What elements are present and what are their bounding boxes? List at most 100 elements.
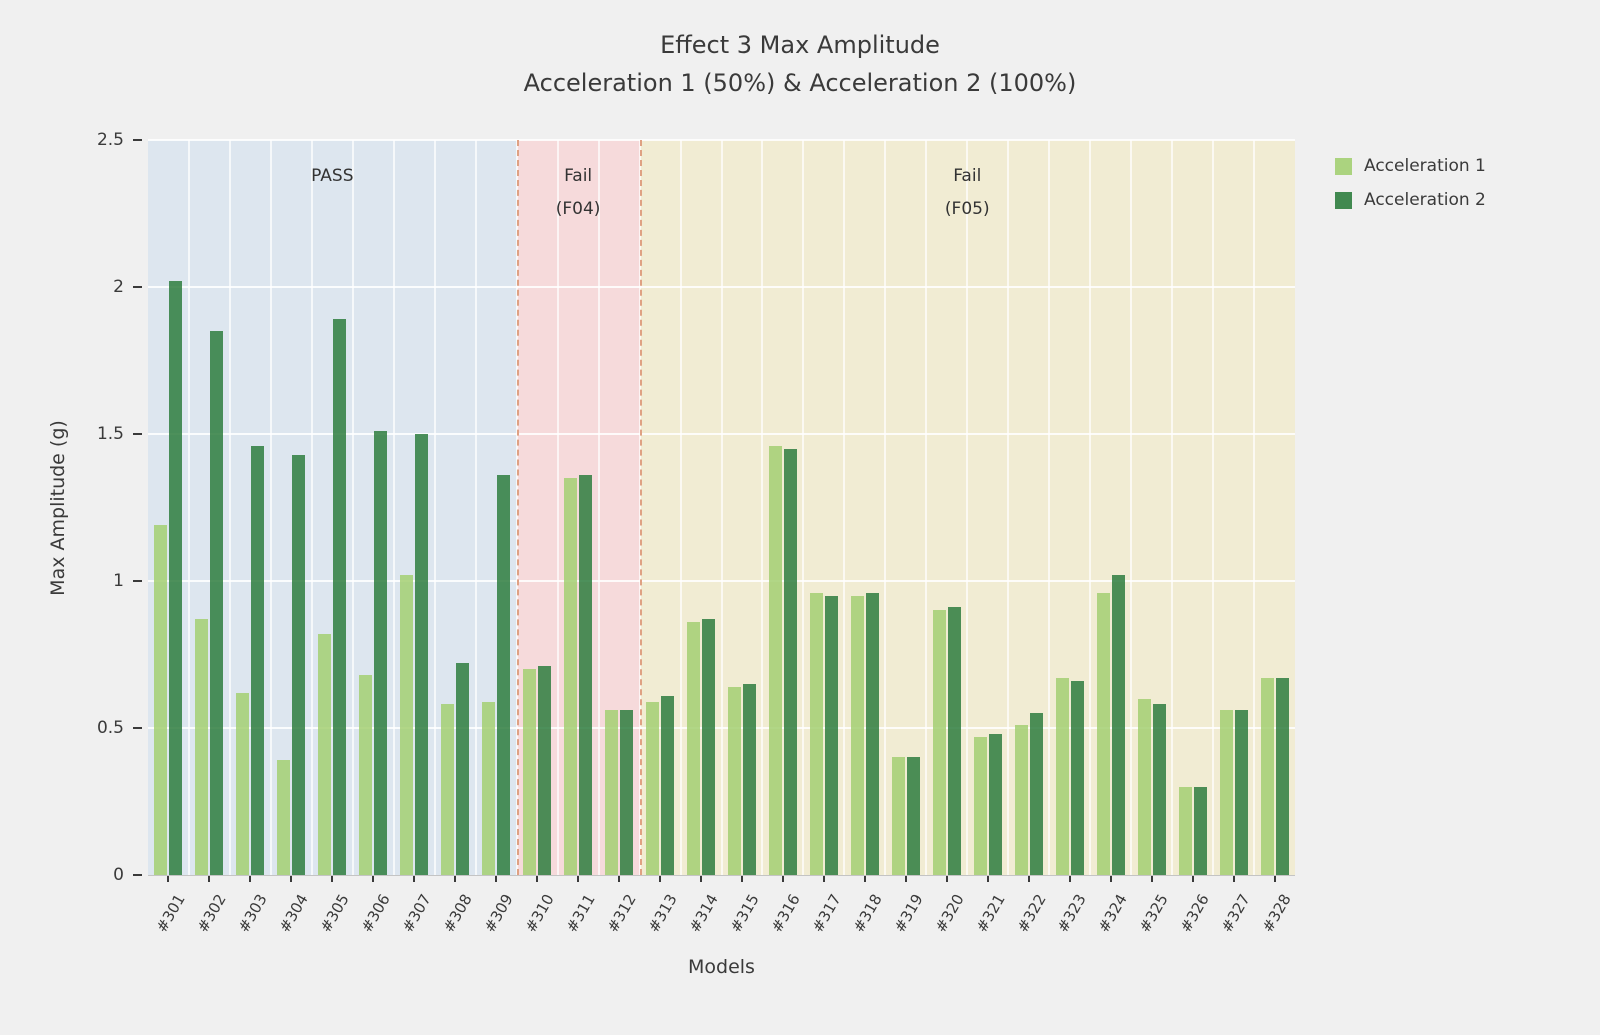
bar-acceleration-2-320 [947, 607, 961, 875]
bar-group-309 [476, 140, 517, 875]
bar-acceleration-1-312 [605, 710, 619, 875]
bar-group-324 [1090, 140, 1131, 875]
region-fail-f04 [516, 140, 640, 875]
gridline-vertical [679, 140, 682, 875]
y-tick-label-1-5: 1.5 [96, 424, 124, 444]
x-tick-label-321: #321 [972, 891, 1009, 936]
bar-acceleration-1-316 [768, 445, 782, 875]
x-tick-mark [1232, 876, 1235, 882]
gridline-vertical [802, 140, 805, 875]
bar-group-305 [312, 140, 353, 875]
bar-acceleration-1-311 [564, 478, 578, 875]
y-axis-ticks: 0 0.5 1 1.5 2 2.5 [0, 130, 146, 885]
gridline-vertical [597, 140, 600, 875]
x-tick-mark [413, 876, 416, 882]
gridline-vertical [351, 140, 354, 875]
y-tick-mark [133, 727, 142, 729]
bar-acceleration-1-327 [1219, 710, 1233, 875]
chart-subtitle: Acceleration 1 (50%) & Acceleration 2 (1… [523, 69, 1077, 97]
x-tick-mark [740, 876, 743, 882]
bar-acceleration-1-320 [932, 610, 946, 875]
bar-acceleration-2-308 [456, 663, 470, 875]
bar-group-317 [803, 140, 844, 875]
bar-group-307 [394, 140, 435, 875]
x-tick-label-301: #301 [152, 891, 190, 936]
bar-acceleration-2-317 [824, 595, 838, 875]
bar-acceleration-1-301 [154, 525, 168, 875]
x-tick-label-322: #322 [1013, 891, 1050, 936]
gridline-vertical [392, 140, 395, 875]
bar-acceleration-2-328 [1275, 678, 1289, 875]
bar-acceleration-1-315 [727, 686, 741, 875]
y-tick-label-2: 2 [113, 277, 124, 297]
x-tick-label-318: #318 [849, 891, 886, 936]
bar-acceleration-2-302 [210, 331, 224, 875]
bar-acceleration-2-315 [742, 683, 756, 875]
bar-acceleration-1-305 [318, 633, 332, 875]
bar-group-318 [844, 140, 885, 875]
bar-acceleration-1-322 [1014, 725, 1028, 875]
x-tick-label-324: #324 [1095, 891, 1132, 936]
bar-acceleration-2-306 [374, 431, 388, 875]
x-tick-mark [1027, 876, 1030, 882]
gridline-vertical [1048, 140, 1051, 875]
x-tick-label-306: #306 [357, 891, 394, 936]
x-tick-mark [863, 876, 866, 882]
bar-group-303 [230, 140, 271, 875]
x-tick-mark [618, 876, 621, 882]
bar-acceleration-1-318 [850, 595, 864, 875]
bar-group-319 [885, 140, 926, 875]
x-tick-mark [331, 876, 334, 882]
x-tick-mark [290, 876, 293, 882]
bar-group-320 [926, 140, 967, 875]
bar-group-304 [271, 140, 312, 875]
x-tick-label-304: #304 [275, 891, 312, 936]
bar-acceleration-2-316 [783, 448, 797, 875]
x-tick-mark [700, 876, 703, 882]
gridline-vertical [925, 140, 928, 875]
y-tick-mark [133, 874, 142, 876]
x-tick-mark [372, 876, 375, 882]
bar-acceleration-2-325 [1152, 704, 1166, 875]
x-tick-label-327: #327 [1217, 891, 1255, 936]
y-tick-label-0: 0 [113, 865, 124, 885]
bar-acceleration-1-309 [482, 701, 496, 875]
bar-acceleration-2-305 [333, 319, 347, 875]
gridline-vertical [228, 140, 231, 875]
y-tick-mark [133, 286, 142, 288]
x-axis-ticks: #301 #302 #303 #304 #305 #306 #307 #308 #309 #310… [148, 876, 1295, 955]
bar-acceleration-1-317 [809, 592, 823, 875]
region-label-fail-f04: Fail (F04) [555, 166, 601, 219]
x-tick-label-316: #316 [767, 891, 804, 936]
bar-group-325 [1131, 140, 1172, 875]
title-block: Effect 3 Max Amplitude Acceleration 1 (5… [0, 26, 1600, 102]
x-axis-label: Models [688, 956, 755, 978]
x-tick-label-313: #313 [644, 891, 681, 936]
x-tick-label-315: #315 [726, 891, 763, 936]
bar-group-312 [599, 140, 640, 875]
bar-acceleration-1-326 [1178, 786, 1192, 875]
bar-group-306 [353, 140, 394, 875]
bar-group-323 [1049, 140, 1090, 875]
x-tick-label-325: #325 [1136, 891, 1173, 936]
region-label-fail-f05: Fail (F05) [944, 166, 990, 219]
gridline-vertical [187, 140, 190, 875]
bar-group-313 [640, 140, 681, 875]
gridline-vertical [761, 140, 764, 875]
bar-acceleration-2-304 [292, 454, 306, 875]
bar-acceleration-1-308 [441, 704, 455, 875]
bar-acceleration-1-314 [687, 622, 700, 875]
bar-acceleration-2-303 [251, 445, 265, 875]
gridline-vertical [966, 140, 969, 875]
gridline-vertical [1212, 140, 1215, 875]
x-tick-label-308: #308 [439, 891, 476, 936]
y-tick-mark [133, 433, 142, 435]
bar-acceleration-1-313 [646, 701, 660, 875]
bar-acceleration-2-313 [661, 695, 675, 875]
bar-acceleration-2-321 [988, 733, 1002, 875]
y-tick-label-2-5: 2.5 [96, 130, 124, 150]
y-tick-label-0-5: 0.5 [96, 718, 124, 738]
x-tick-mark [781, 876, 784, 882]
bar-acceleration-1-324 [1096, 592, 1110, 875]
